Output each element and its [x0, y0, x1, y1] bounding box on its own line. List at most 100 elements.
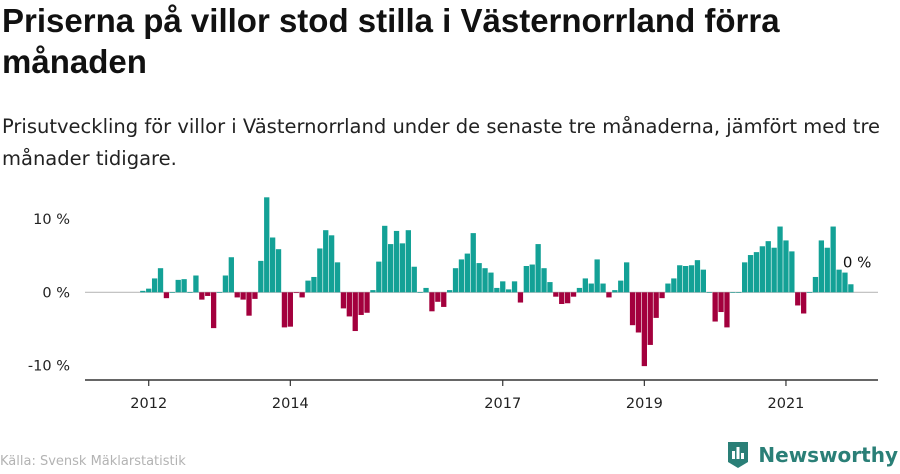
bar: [517, 292, 524, 303]
bar: [163, 292, 170, 299]
bar: [730, 292, 736, 293]
bar: [606, 292, 612, 298]
bar: [382, 225, 388, 293]
bar: [417, 292, 423, 293]
bar: [671, 278, 677, 293]
bar: [476, 263, 482, 293]
bar: [653, 292, 659, 318]
bar: [340, 292, 347, 309]
bar: [458, 259, 465, 293]
bar: [222, 275, 229, 293]
bar: [706, 292, 712, 293]
bar: [783, 240, 789, 293]
bar: [494, 287, 500, 293]
bar: [665, 283, 671, 293]
bar: [795, 292, 801, 306]
bar-chart: 10 % 0 % -10 % 2012 2014 2017 2019 2021 0 %: [28, 197, 878, 412]
bar: [742, 262, 748, 293]
x-tick-label: 2021: [768, 396, 805, 412]
bar: [765, 241, 771, 293]
bar: [423, 287, 429, 293]
bar: [157, 268, 164, 293]
bar: [281, 292, 288, 328]
bar: [193, 275, 199, 293]
bar: [529, 264, 535, 293]
bar: [429, 292, 435, 312]
bar: [535, 244, 541, 293]
bar: [553, 292, 559, 297]
brand-logo[interactable]: Newsworthy: [726, 440, 898, 470]
bar: [346, 292, 352, 317]
bar: [600, 283, 606, 293]
bar: [234, 292, 240, 298]
bar: [287, 292, 293, 327]
bar: [747, 255, 754, 293]
bar: [647, 292, 653, 345]
bar: [269, 237, 276, 293]
bar: [801, 292, 807, 314]
bar: [488, 272, 494, 293]
bar: [376, 261, 382, 293]
bar: [753, 252, 760, 293]
bar: [240, 292, 246, 300]
newsworthy-logo-icon: [728, 442, 749, 468]
bar: [387, 244, 394, 293]
bar: [311, 276, 317, 293]
bar: [759, 246, 765, 293]
y-tick-label: 10 %: [33, 212, 70, 228]
bar: [712, 292, 718, 322]
bar: [452, 268, 459, 293]
bar: [446, 290, 453, 293]
last-value-annotation: 0 %: [843, 253, 872, 271]
chart-subtitle: Prisutveckling för villor i Västernorrla…: [2, 115, 881, 170]
bar: [541, 268, 547, 293]
bar: [151, 278, 158, 293]
bar: [328, 235, 335, 293]
bar: [482, 268, 488, 293]
y-tick-label: 0 %: [42, 285, 70, 301]
bar: [405, 230, 411, 293]
bar: [624, 262, 630, 293]
bar: [594, 259, 600, 293]
bar: [629, 292, 636, 326]
bar: [588, 283, 594, 293]
bar: [435, 292, 441, 302]
bar: [228, 257, 234, 293]
bar: [216, 292, 223, 293]
chart-title: Priserna på villor stod stilla i Västern…: [2, 2, 780, 80]
bar: [275, 249, 282, 293]
bar: [246, 292, 252, 316]
y-tick-label: -10 %: [28, 358, 70, 374]
bar: [411, 266, 417, 293]
bar: [393, 230, 400, 293]
x-tick-label: 2019: [626, 396, 663, 412]
bar: [264, 197, 270, 293]
bar: [364, 292, 370, 313]
bar: [441, 292, 447, 307]
bar: [334, 262, 341, 293]
bar: [618, 280, 624, 293]
bar: [146, 288, 152, 293]
bar: [352, 292, 358, 332]
bar: [824, 247, 830, 293]
bar: [175, 279, 181, 293]
bar: [293, 292, 299, 294]
bar: [323, 230, 329, 293]
bar: [523, 266, 529, 293]
bar: [399, 243, 406, 293]
bar: [848, 284, 854, 293]
x-tick-label: 2012: [130, 396, 167, 412]
bar: [205, 292, 211, 296]
bar: [564, 292, 571, 304]
bar: [358, 292, 364, 315]
bar: [505, 289, 512, 293]
bar: [199, 292, 205, 300]
bar: [140, 290, 146, 293]
bar: [677, 265, 683, 293]
bar: [511, 281, 518, 293]
bar: [700, 269, 706, 293]
bar: [258, 260, 264, 293]
bar: [771, 247, 777, 293]
bar: [500, 281, 506, 293]
bar: [659, 292, 665, 299]
